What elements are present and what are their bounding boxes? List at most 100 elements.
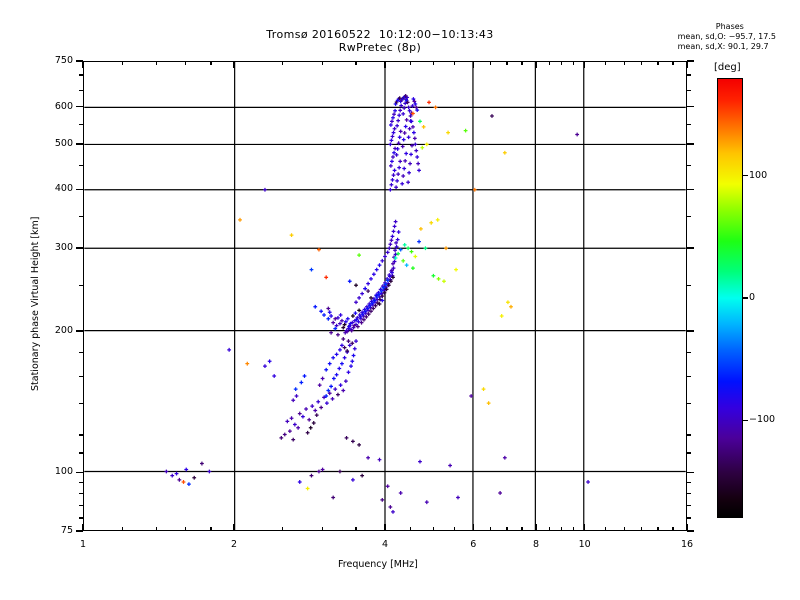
data-point [393, 102, 398, 106]
data-point [343, 330, 348, 335]
data-point [388, 123, 393, 127]
data-point [305, 486, 310, 491]
data-point [575, 132, 580, 137]
data-point [351, 477, 355, 482]
data-point [363, 286, 368, 291]
data-point [364, 315, 369, 319]
x-axis-tick [233, 61, 235, 68]
data-point [388, 187, 393, 192]
data-point [181, 480, 186, 484]
data-point [486, 401, 491, 406]
x-axis-tick-label: 1 [79, 539, 87, 550]
x-axis-tick [472, 524, 475, 531]
data-point [394, 244, 399, 249]
data-point [369, 276, 373, 281]
y-axis-minor-tick [79, 164, 83, 166]
data-point [366, 455, 370, 460]
data-point [417, 168, 421, 173]
data-point [392, 150, 396, 155]
data-point [324, 394, 329, 398]
data-point [407, 108, 412, 113]
data-point [395, 123, 400, 128]
y-axis-tick [687, 530, 694, 532]
x-axis-minor-tick [355, 527, 357, 531]
colorbar-tick-label: 100 [749, 169, 768, 181]
data-point [393, 256, 398, 260]
y-axis-minor-tick [79, 493, 83, 495]
x-axis-minor-tick [122, 527, 124, 531]
data-point [338, 313, 343, 317]
data-point [383, 282, 388, 287]
data-point [406, 180, 411, 185]
data-point [340, 361, 344, 366]
y-axis-minor-tick [687, 504, 691, 507]
data-point [351, 325, 356, 330]
data-point [227, 347, 232, 352]
colorbar-tick [743, 419, 748, 421]
y-axis-tick-label: 600 [54, 100, 73, 112]
x-axis-minor-tick [657, 61, 659, 65]
data-point [355, 324, 360, 329]
data-point [394, 152, 399, 157]
data-point [502, 455, 507, 460]
data-point [347, 279, 352, 284]
data-point [360, 312, 365, 316]
x-axis-minor-tick [604, 527, 607, 531]
data-point [411, 125, 415, 129]
data-point [372, 298, 377, 303]
data-point [420, 145, 425, 150]
data-point [398, 491, 403, 495]
x-axis-tick [583, 61, 586, 68]
data-point [307, 417, 312, 422]
data-point [410, 143, 414, 148]
data-point [238, 217, 242, 222]
data-point [413, 142, 418, 147]
data-point [331, 355, 336, 360]
data-point [401, 174, 406, 178]
data-point [399, 103, 404, 108]
data-point [342, 322, 347, 327]
data-point [289, 416, 294, 421]
data-point [297, 411, 302, 416]
data-point [349, 364, 353, 368]
y-axis-minor-tick [79, 402, 83, 405]
data-point [401, 137, 406, 142]
data-point [429, 220, 434, 225]
data-point [394, 185, 398, 190]
x-axis-minor-tick [561, 61, 563, 65]
y-axis-minor-tick [79, 123, 83, 125]
data-point [427, 100, 431, 105]
y-axis-tick [76, 105, 83, 108]
data-point [402, 131, 407, 135]
x-axis-minor-tick [641, 61, 643, 65]
x-axis-minor-tick [122, 61, 124, 65]
data-point [320, 467, 325, 472]
data-point [267, 359, 272, 364]
data-point [442, 279, 446, 284]
data-point [348, 321, 353, 326]
data-point [349, 328, 354, 333]
x-axis-tick [384, 61, 386, 68]
data-point [382, 290, 387, 295]
x-axis-minor-tick [672, 61, 674, 65]
y-axis-minor-tick [79, 89, 83, 91]
y-axis-tick [76, 188, 83, 191]
data-point [170, 473, 175, 478]
phase-stats-block: Phases mean, sd,O: −95.7, 17.5 mean, sd,… [678, 22, 776, 52]
x-axis-tick-label: 8 [532, 539, 540, 550]
data-point [329, 330, 333, 335]
x-axis-tick [384, 524, 386, 531]
data-point [408, 114, 413, 118]
data-point [409, 119, 414, 124]
x-axis-tick [233, 524, 235, 531]
data-point [311, 421, 316, 425]
data-point [351, 439, 355, 444]
y-axis-minor-tick [687, 164, 691, 166]
data-point [454, 267, 458, 272]
data-point [374, 267, 379, 272]
data-point [370, 301, 375, 306]
data-point [263, 364, 267, 368]
data-point [384, 287, 389, 292]
data-point [356, 319, 361, 324]
data-point [346, 326, 351, 331]
